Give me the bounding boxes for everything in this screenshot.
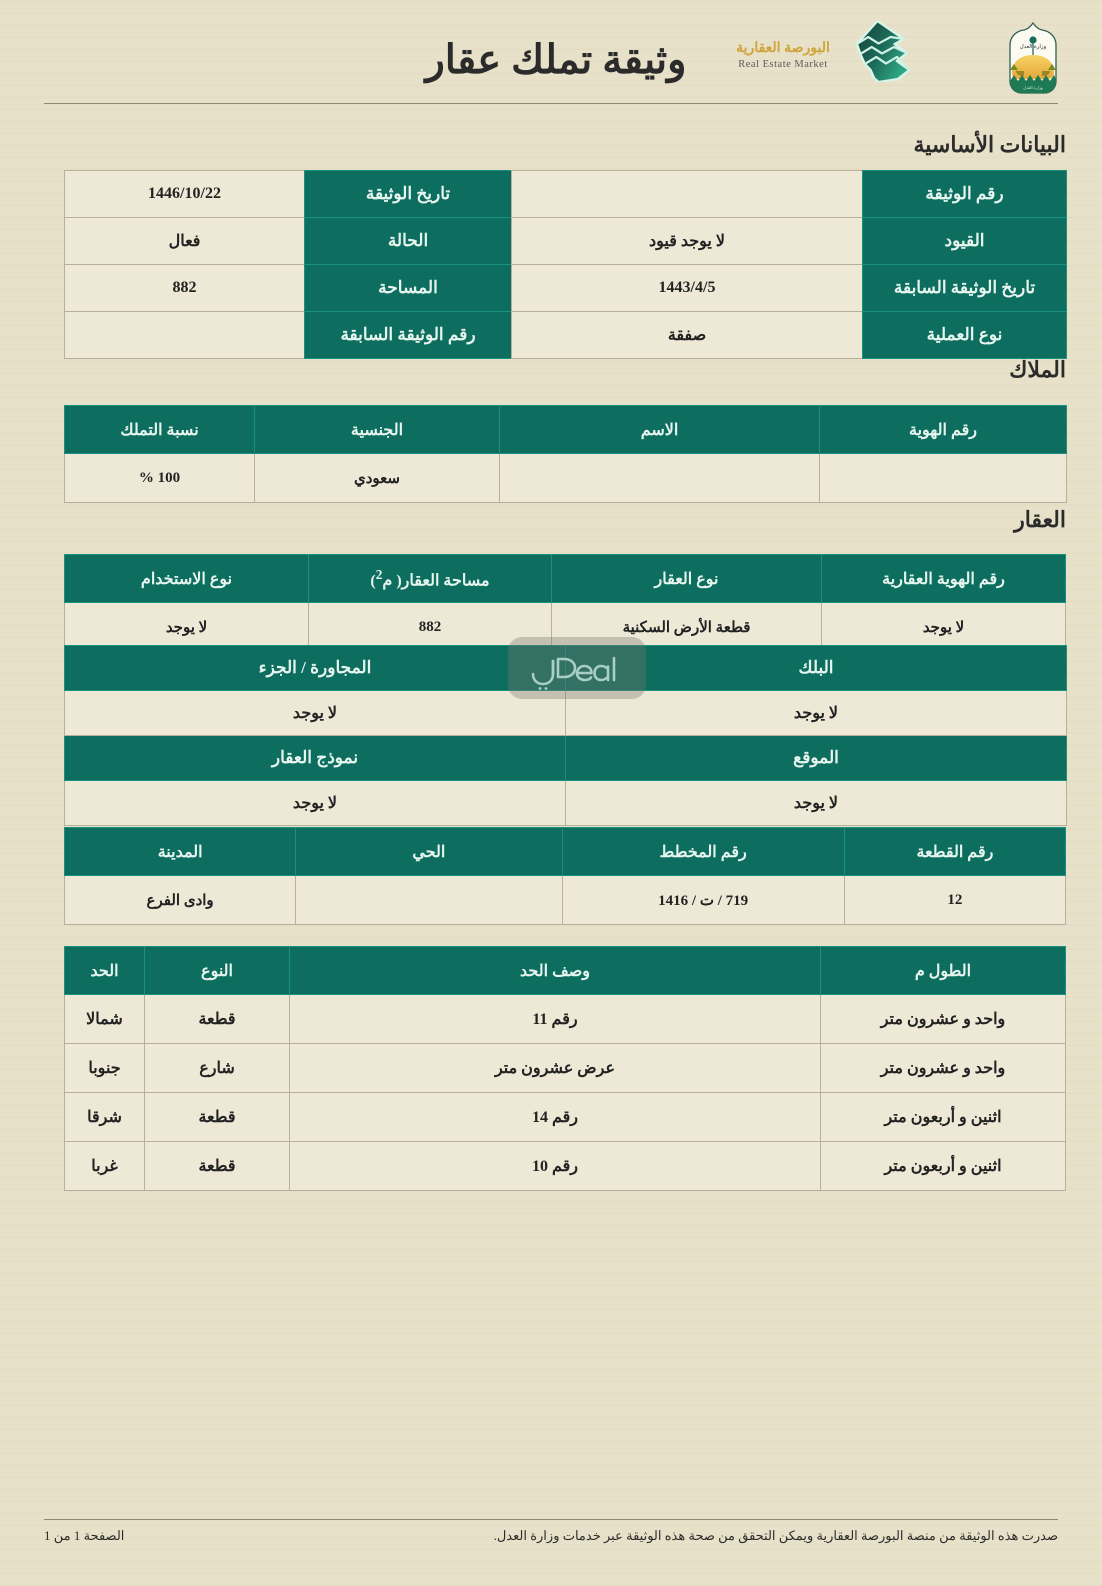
svg-text:وزارة العدل: وزارة العدل: [1023, 85, 1042, 90]
svg-text:وزارة العدل: وزارة العدل: [1020, 43, 1047, 50]
